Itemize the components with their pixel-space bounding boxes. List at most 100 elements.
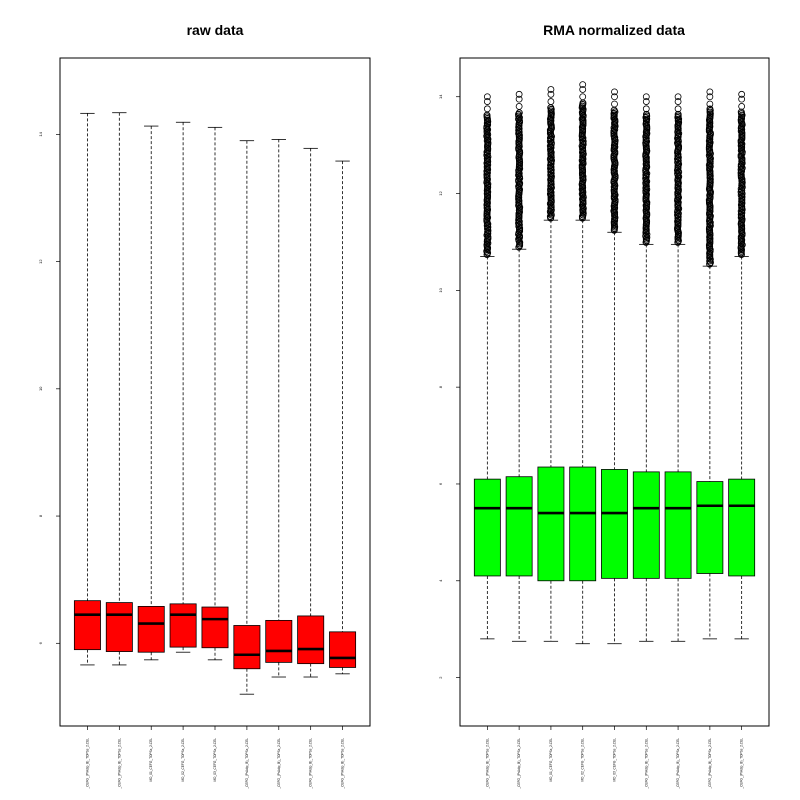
- iqr-box: [265, 619, 293, 663]
- iqr-box: [233, 625, 261, 670]
- x-tick-label: _CEFG_(PrAdip_B)_TOPSs_2.CEL: [341, 738, 345, 790]
- outlier-point: [642, 93, 650, 101]
- outlier-point: [611, 100, 618, 108]
- outlier-point: [738, 148, 746, 156]
- iqr-box: [297, 615, 325, 665]
- outlier-points: [737, 90, 746, 258]
- y-tick-label: 8: [438, 385, 443, 388]
- y-tick-label: 10: [438, 287, 443, 292]
- x-tick-label: _CEFG_(PrAdip_B)_TOPSs_2.CEL: [517, 738, 521, 790]
- x-tick-label: MD_03_CEFG_TOPSs_2.CEL: [213, 738, 217, 782]
- box-5: MD_03_CEFG_TOPSs_2.CEL: [601, 88, 628, 782]
- y-tick-label: 12: [38, 259, 43, 264]
- outlier-point: [515, 103, 523, 110]
- iqr-box: [201, 606, 229, 649]
- x-tick-label: _CEFG_(PrAdip_B)_TOPSs_2.CEL: [485, 738, 489, 790]
- outlier-point: [579, 86, 587, 93]
- y-tick-label: 6: [438, 482, 443, 485]
- y-tick-label: 14: [38, 131, 43, 136]
- iqr-box: [473, 478, 501, 577]
- outlier-point: [643, 230, 651, 238]
- x-tick-label: MD_03_CEFG_TOPSs_2.CEL: [613, 738, 617, 782]
- outlier-point: [547, 90, 555, 98]
- box-6: _CEFG_(PrAdip_B)_TOPSs_2.CEL: [632, 93, 660, 790]
- outlier-point: [515, 95, 523, 103]
- box-3: MD_01_CEFG_TOPSs_2.CEL: [137, 125, 165, 782]
- iqr-box: [696, 481, 724, 574]
- iqr-box: [537, 466, 565, 582]
- x-tick-label: _CEFG_(PrAdip_B)_TOPSs_2.CEL: [740, 738, 744, 790]
- outlier-point: [579, 93, 587, 101]
- x-tick-label: MD_01_CEFG_TOPSs_2.CEL: [549, 738, 553, 782]
- iqr-box: [632, 471, 660, 579]
- x-tick-label: _CEFG_(PrAdip_B)_TOPSs_2.CEL: [708, 738, 712, 790]
- panel-raw-data: raw data 6 8 10 12 14 _CEFG_(PrAdip_B)_TOPSs_…: [38, 22, 371, 790]
- outlier-point: [579, 81, 587, 89]
- outlier-point: [737, 185, 745, 193]
- iqr-box: [105, 602, 133, 652]
- box-6: _CEFG_(PrAdip_B)_TOPSs_2.CEL: [233, 140, 261, 790]
- outlier-point: [483, 98, 491, 105]
- box-1: _CEFG_(PrAdip_B)_TOPSs_2.CEL: [73, 112, 101, 790]
- outlier-point: [706, 93, 714, 101]
- x-tick-label: _CEFG_(PrAdip_B)_TOPSs_2.CEL: [644, 738, 648, 790]
- iqr-box: [664, 471, 692, 579]
- x-tick-label: MD_02_CEFG_TOPSs_2.CEL: [581, 738, 585, 782]
- box-8: _CEFG_(PrAdip_B)_TOPSs_2.CEL: [696, 88, 724, 790]
- outlier-points: [642, 93, 651, 246]
- outlier-point: [547, 86, 555, 93]
- iqr-box: [329, 631, 357, 668]
- iqr-box: [569, 466, 597, 582]
- x-tick-label: _CEFG_(PrAdip_B)_TOPSs_2.CEL: [117, 738, 121, 790]
- y-tick-label: 8: [38, 514, 43, 517]
- y-tick-label: 12: [438, 191, 443, 196]
- outlier-point: [547, 98, 555, 105]
- outlier-point: [515, 117, 523, 125]
- box-7: _CEFG_(PrAdip_B)_TOPSs_2.CEL: [265, 139, 293, 790]
- iqr-box: [137, 605, 165, 653]
- panel-rma-normalized-data: RMA normalized data 2 4 6 8 10 12 14 _CEFG_(PrA…: [438, 22, 770, 790]
- x-tick-label: _CEFG_(PrAdip_B)_TOPSs_2.CEL: [676, 738, 680, 790]
- outlier-point: [738, 90, 746, 98]
- outlier-point: [642, 110, 650, 118]
- box-4: MD_02_CEFG_TOPSs_2.CEL: [569, 81, 597, 782]
- x-tick-label: _CEFG_(PrAdip_B)_TOPSs_2.CEL: [277, 738, 281, 790]
- outlier-point: [546, 213, 554, 221]
- x-tick-label: MD_01_CEFG_TOPSs_2.CEL: [149, 738, 153, 782]
- x-tick-label: _CEFG_(PrAdip_B)_TOPSs_2.CEL: [309, 738, 313, 790]
- outlier-point: [738, 103, 746, 110]
- outlier-point: [610, 124, 618, 132]
- outlier-point: [738, 241, 746, 249]
- chart-title: RMA normalized data: [543, 22, 685, 38]
- x-tick-label: MD_02_CEFG_TOPSs_2.CEL: [181, 738, 185, 782]
- box-4: MD_02_CEFG_TOPSs_2.CEL: [169, 121, 197, 782]
- outlier-point: [674, 110, 682, 118]
- outlier-points: [610, 88, 619, 234]
- outlier-point: [515, 90, 523, 98]
- outlier-point: [611, 88, 618, 96]
- outlier-points: [483, 93, 492, 258]
- box-8: _CEFG_(PrAdip_B)_TOPSs_2.CEL: [297, 147, 325, 790]
- outlier-points: [578, 81, 587, 222]
- iqr-box: [601, 469, 628, 579]
- outlier-point: [738, 95, 746, 103]
- outlier-point: [706, 100, 714, 108]
- box-2: _CEFG_(PrAdip_B)_TOPSs_2.CEL: [105, 112, 133, 790]
- outlier-point: [706, 105, 714, 113]
- iqr-box: [73, 600, 101, 651]
- iqr-box: [505, 476, 533, 577]
- y-tick-label: 6: [38, 641, 43, 644]
- outlier-point: [706, 88, 714, 96]
- outlier-point: [483, 93, 491, 101]
- outlier-point: [737, 166, 745, 174]
- outlier-point: [515, 109, 523, 117]
- y-tick-label: 4: [438, 579, 443, 582]
- outlier-points: [546, 86, 555, 222]
- x-tick-label: _CEFG_(PrAdip_B)_TOPSs_2.CEL: [245, 738, 249, 790]
- box-9: _CEFG_(PrAdip_B)_TOPSs_2.CEL: [728, 90, 756, 790]
- box-5: MD_03_CEFG_TOPSs_2.CEL: [201, 126, 229, 782]
- box-7: _CEFG_(PrAdip_B)_TOPSs_2.CEL: [664, 93, 692, 790]
- box-3: MD_01_CEFG_TOPSs_2.CEL: [537, 86, 565, 782]
